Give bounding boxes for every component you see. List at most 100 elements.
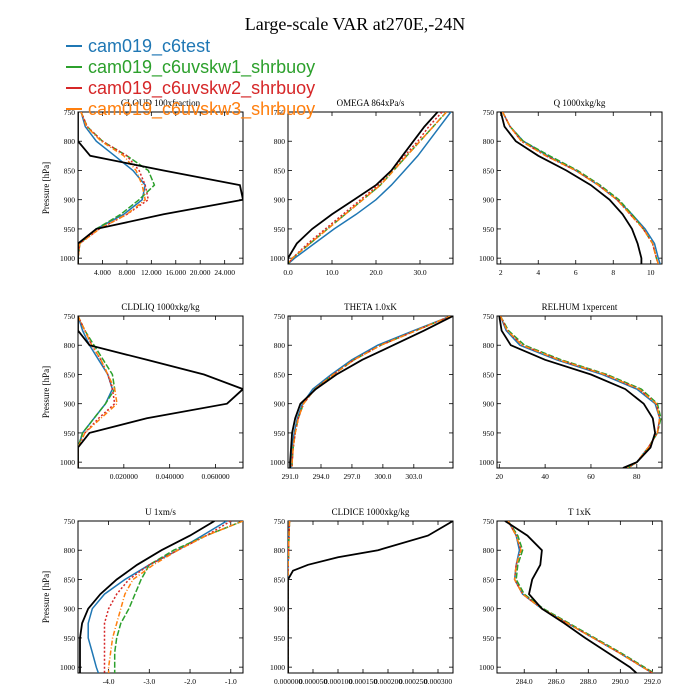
y-tick-label: 750 (274, 312, 286, 321)
y-tick-label: 850 (64, 370, 76, 379)
x-tick-label: 12.000 (141, 268, 162, 277)
series-line-cam019_c6uvskw3_shrbuoy (501, 112, 660, 264)
panel-title: THETA 1.0xK (344, 302, 397, 312)
legend: cam019_c6testcam019_c6uvskw1_shrbuoycam0… (66, 36, 315, 120)
x-tick-label: 30.0 (413, 268, 426, 277)
y-tick-label: 900 (274, 605, 286, 614)
plot-frame (287, 315, 454, 469)
series-line-cam019_c6uvskw3_shrbuoy (107, 521, 243, 673)
panel-1: OMEGA 864xPa/s 750 800 850 900 950 1000 0.0 10.0… (270, 98, 454, 277)
series-group (78, 112, 243, 264)
panel-0: CLOUD 100xfraction Pressure [hPa] 750 800 85… (41, 98, 244, 277)
y-tick-label: 950 (64, 634, 76, 643)
panel-title: RELHUM 1xpercent (542, 302, 618, 312)
y-axis-label: Pressure [hPa] (41, 571, 51, 623)
series-line-cam019_c6uvskw3_shrbuoy (499, 316, 661, 468)
series-line-cam019_c6uvskw1_shrbuoy (291, 316, 452, 468)
panel-title: OMEGA 864xPa/s (337, 98, 405, 108)
panel-title: CLOUD 100xfraction (121, 98, 201, 108)
y-tick-label: 950 (483, 225, 495, 234)
y-tick-label: 900 (64, 400, 76, 409)
y-tick-label: 850 (483, 166, 495, 175)
series-line-reference (78, 112, 243, 264)
x-tick-label: 8.000 (118, 268, 135, 277)
x-tick-label: 16.000 (165, 268, 186, 277)
series-line-reference (498, 316, 657, 468)
series-line-cam019_c6uvskw2_shrbuoy (288, 112, 443, 264)
y-tick-label: 950 (64, 429, 76, 438)
y-tick-label: 1000 (60, 458, 75, 467)
x-tick-label: 2 (499, 268, 503, 277)
y-tick-label: 900 (483, 605, 495, 614)
y-tick-label: 750 (483, 108, 495, 117)
series-group (288, 521, 453, 673)
series-group (288, 112, 452, 264)
y-tick-label: 800 (64, 137, 76, 146)
x-tick-label: 0.000100 (324, 677, 352, 686)
series-line-cam019_c6uvskw3_shrbuoy (507, 521, 653, 673)
x-tick-label: 4.000 (94, 268, 111, 277)
panel-8: T 1xK 750 800 850 900 950 1000 284.0 286.0 288.0 2… (479, 507, 663, 686)
y-tick-label: 900 (64, 196, 76, 205)
y-tick-label: 850 (483, 575, 495, 584)
x-tick-label: 80 (633, 472, 641, 481)
series-group (499, 112, 661, 264)
y-tick-label: 850 (64, 166, 76, 175)
series-group (79, 521, 243, 673)
x-tick-label: 0.000200 (374, 677, 402, 686)
series-line-cam019_c6uvskw1_shrbuoy (78, 316, 116, 468)
x-tick-label: 40 (541, 472, 549, 481)
y-tick-label: 800 (483, 137, 495, 146)
series-line-cam019_c6uvskw2_shrbuoy (78, 112, 150, 264)
series-line-cam019_c6uvskw1_shrbuoy (288, 521, 291, 673)
y-tick-label: 1000 (270, 254, 285, 263)
y-tick-label: 900 (274, 196, 286, 205)
series-line-cam019_c6uvskw2_shrbuoy (103, 521, 232, 673)
x-tick-label: 10.0 (325, 268, 338, 277)
y-tick-label: 750 (274, 517, 286, 526)
series-line-cam019_c6uvskw2_shrbuoy (78, 316, 116, 468)
y-tick-label: 900 (483, 400, 495, 409)
y-tick-label: 800 (64, 341, 76, 350)
y-tick-label: 950 (274, 225, 286, 234)
x-tick-label: 0.020000 (110, 472, 138, 481)
y-tick-label: 950 (274, 429, 286, 438)
legend-entry: cam019_c6uvskw3_shrbuoy (88, 99, 315, 120)
y-tick-label: 1000 (479, 254, 494, 263)
panel-7: CLDICE 1000xkg/kg 750 800 850 900 950 1000 0.00… (270, 507, 454, 686)
plot-frame (287, 111, 454, 265)
x-tick-label: 291.0 (282, 472, 299, 481)
x-tick-label: 0.000150 (349, 677, 377, 686)
y-tick-label: 1000 (270, 458, 285, 467)
x-tick-label: 0.040000 (156, 472, 184, 481)
y-tick-label: 900 (274, 400, 286, 409)
y-tick-label: 800 (274, 137, 286, 146)
x-tick-label: 0.060000 (201, 472, 229, 481)
panel-6: U 1xm/s Pressure [hPa] 750 800 850 900 950 1000… (41, 507, 244, 686)
x-tick-label: 0.0 (283, 268, 293, 277)
y-tick-label: 800 (274, 341, 286, 350)
y-tick-label: 750 (64, 108, 76, 117)
x-tick-label: 297.0 (344, 472, 361, 481)
y-tick-label: 1000 (479, 663, 494, 672)
panel-2: Q 1000xkg/kg 750 800 850 900 950 1000 2 4 6 8 10 (479, 98, 663, 277)
x-tick-label: 20 (496, 472, 504, 481)
panel-title: T 1xK (568, 507, 592, 517)
y-tick-label: 800 (274, 546, 286, 555)
series-group (498, 316, 662, 468)
y-tick-label: 750 (274, 108, 286, 117)
series-line-reference (288, 521, 453, 673)
x-tick-label: -1.0 (225, 677, 237, 686)
x-tick-label: 292.0 (644, 677, 661, 686)
x-tick-label: 284.0 (516, 677, 533, 686)
series-line-cam019_c6test (78, 112, 147, 264)
panel-title: Q 1000xkg/kg (554, 98, 606, 108)
series-line-cam019_c6uvskw3_shrbuoy (78, 112, 147, 264)
y-tick-label: 850 (64, 575, 76, 584)
y-tick-label: 950 (483, 429, 495, 438)
x-tick-label: 4 (536, 268, 540, 277)
series-line-cam019_c6uvskw1_shrbuoy (501, 112, 660, 264)
y-tick-label: 950 (64, 225, 76, 234)
x-tick-label: 286.0 (548, 677, 565, 686)
